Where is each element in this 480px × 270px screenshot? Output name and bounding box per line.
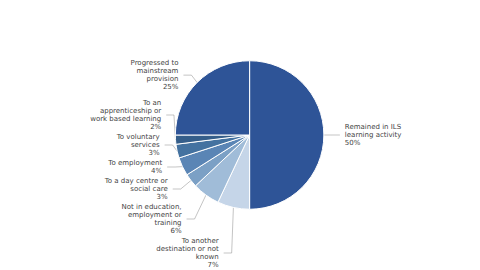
svg-text:Not in education,: Not in education, [122,203,182,211]
svg-text:work based learning: work based learning [90,115,161,123]
svg-text:To a day centre or: To a day centre or [104,177,168,185]
svg-text:7%: 7% [208,261,219,269]
svg-text:Progressed to: Progressed to [131,59,179,67]
svg-text:4%: 4% [151,167,162,175]
svg-text:50%: 50% [345,139,361,147]
svg-text:training: training [154,219,181,227]
svg-text:25%: 25% [163,83,179,91]
svg-text:To voluntary: To voluntary [116,133,160,141]
svg-text:social care: social care [130,185,167,193]
svg-text:6%: 6% [170,227,181,235]
svg-text:employment or: employment or [128,211,182,219]
svg-text:known: known [196,253,219,261]
svg-text:To another: To another [181,237,219,245]
svg-text:apprenticeship or: apprenticeship or [100,107,161,115]
svg-text:Remained in ILS: Remained in ILS [345,123,402,131]
svg-text:mainstream: mainstream [136,67,178,75]
svg-text:To employment: To employment [107,159,162,167]
svg-text:learning activity: learning activity [345,131,402,139]
svg-text:provision: provision [147,75,179,83]
svg-text:3%: 3% [149,149,160,157]
svg-text:3%: 3% [157,193,168,201]
svg-text:2%: 2% [150,123,161,131]
svg-text:To an: To an [142,99,161,107]
svg-text:destination or not: destination or not [156,245,219,253]
svg-text:services: services [131,141,160,149]
